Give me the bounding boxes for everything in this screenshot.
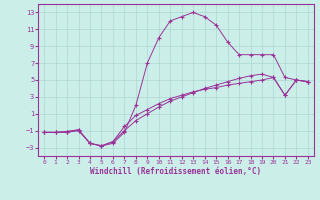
X-axis label: Windchill (Refroidissement éolien,°C): Windchill (Refroidissement éolien,°C) [91, 167, 261, 176]
